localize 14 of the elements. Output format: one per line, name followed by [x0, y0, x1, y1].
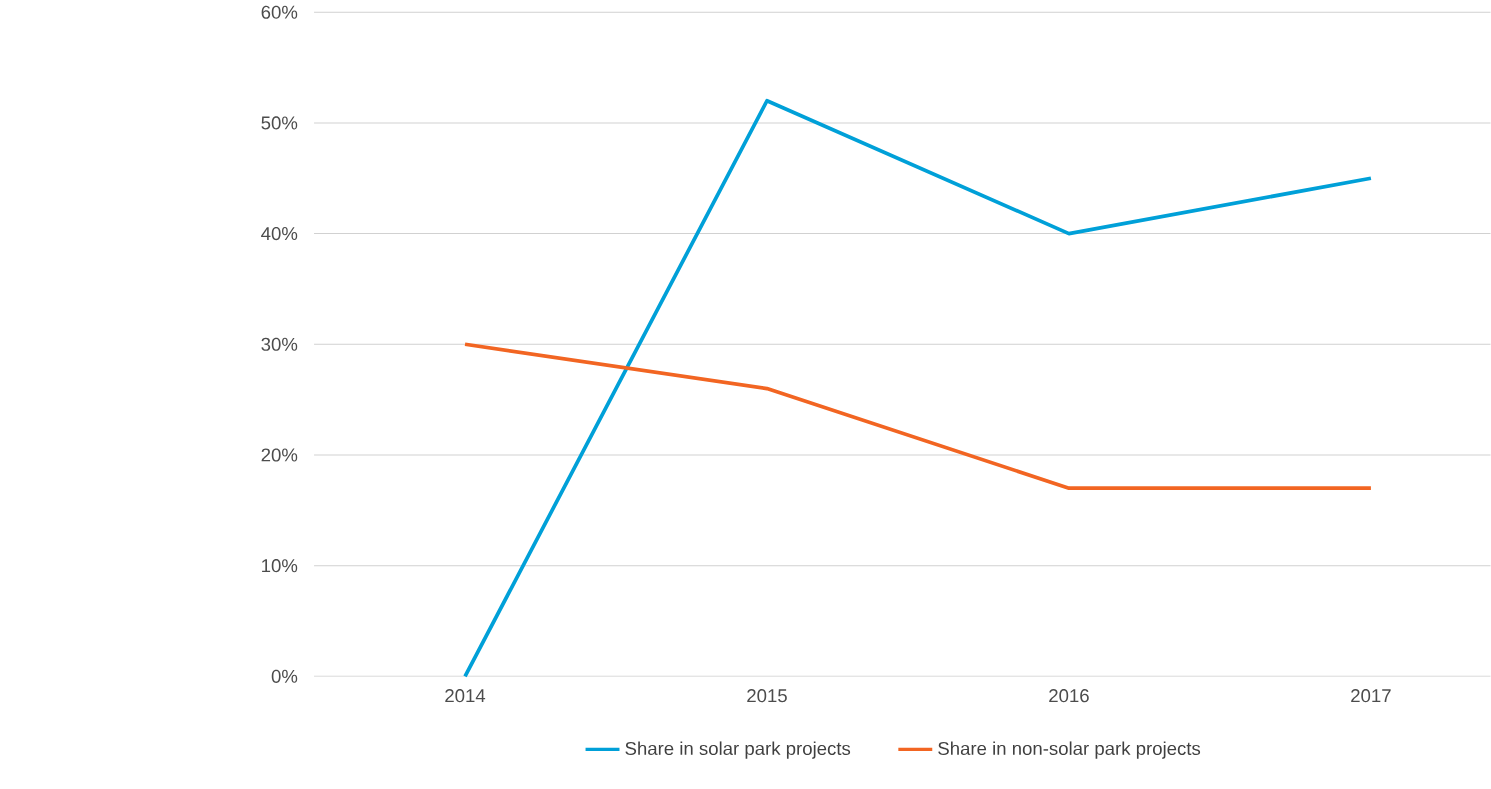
y-tick-label: 0% [271, 669, 298, 683]
legend-label: Share in solar park projects [625, 741, 851, 759]
y-tick-label: 40% [261, 226, 298, 241]
legend-label: Share in non-solar park projects [938, 741, 1201, 759]
y-tick-label: 30% [261, 337, 298, 351]
x-tick-label: 2015 [747, 689, 787, 703]
x-tick-label: 2014 [445, 689, 486, 703]
y-tick-label: 60% [261, 5, 298, 19]
x-tick-label: 2017 [1351, 689, 1391, 703]
y-tick-label: 50% [261, 116, 298, 130]
y-tick-label: 10% [262, 558, 298, 573]
x-tick-label: 2016 [1049, 689, 1089, 703]
line-series [463, 98, 1373, 679]
y-tick-label: 20% [261, 448, 298, 462]
